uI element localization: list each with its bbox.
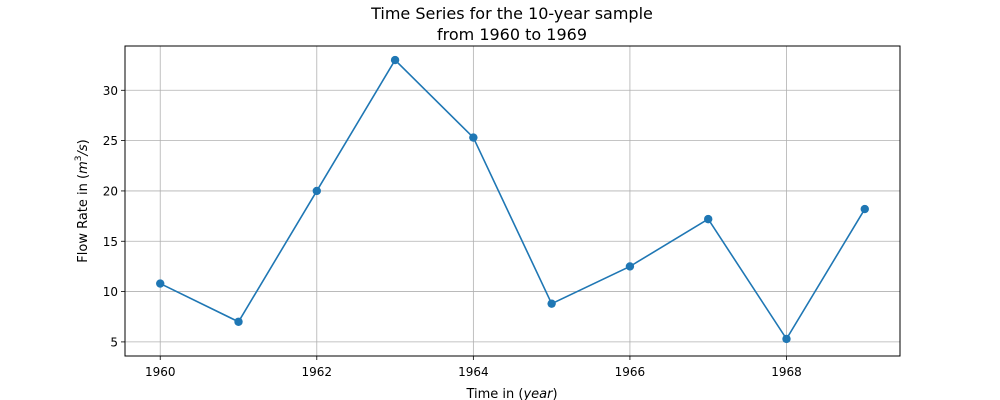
x-tick-label: 1962 — [302, 365, 333, 379]
y-axis-label: Flow Rate in (m3/s) — [74, 139, 91, 262]
x-axis-label: Time in (year) — [465, 387, 557, 400]
x-tick-label: 1960 — [145, 365, 176, 379]
data-point — [156, 279, 165, 288]
data-point — [704, 214, 713, 224]
data-point — [469, 133, 478, 142]
data-point — [390, 55, 400, 65]
data-point — [860, 204, 869, 214]
data-point — [312, 186, 321, 196]
y-tick-label: 25 — [103, 134, 118, 148]
series-line — [159, 58, 866, 341]
y-tick-label: 5 — [110, 335, 118, 349]
data-point — [782, 334, 791, 344]
y-tick-label: 20 — [103, 184, 118, 198]
series-flow-rate — [156, 55, 869, 344]
x-tick-label: 1966 — [615, 365, 646, 379]
chart-subtitle: from 1960 to 1969 — [437, 25, 587, 44]
y-tick-label: 30 — [103, 84, 118, 98]
data-point — [234, 317, 243, 326]
chart-title: Time Series for the 10-year sample — [370, 4, 653, 23]
grid-lines — [125, 46, 900, 356]
data-point — [625, 262, 635, 271]
plot-frame — [124, 45, 901, 357]
y-tick-label: 10 — [103, 285, 118, 299]
data-point — [547, 299, 556, 308]
y-tick-label: 15 — [103, 235, 118, 249]
x-tick-label: 1968 — [771, 365, 802, 379]
axis-ticks: 1960 1962 1964 1966 1968 5 10 15 20 25 30 — [103, 84, 802, 379]
x-tick-label: 1964 — [458, 365, 489, 379]
